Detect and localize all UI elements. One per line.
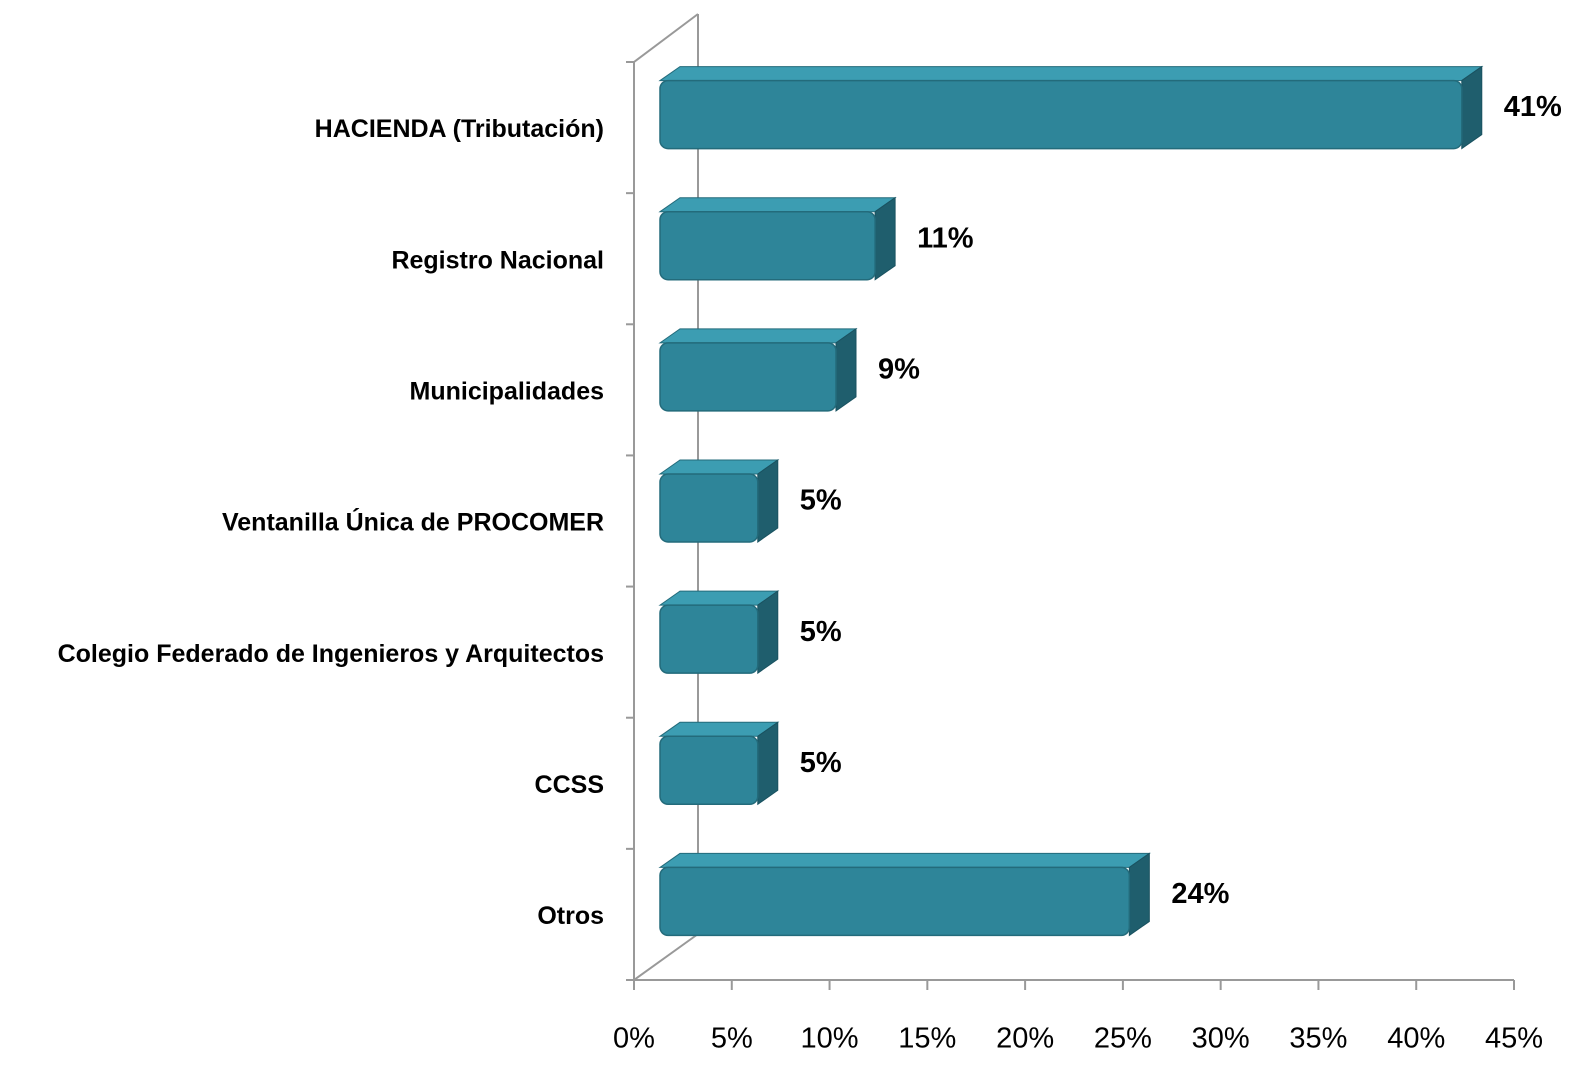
bar-top xyxy=(658,328,858,344)
depth-edge xyxy=(633,13,699,63)
y-tick-label: CCSS xyxy=(535,771,604,799)
x-tick-label: 35% xyxy=(1289,1023,1347,1055)
y-tick-label: Colegio Federado de Ingenieros y Arquite… xyxy=(58,640,604,668)
x-tick-label: 45% xyxy=(1485,1023,1543,1055)
bar-top xyxy=(658,197,897,213)
bar-side xyxy=(757,590,779,675)
bar-side xyxy=(757,459,779,543)
bar-side xyxy=(835,327,857,412)
x-tick-label: 0% xyxy=(613,1023,655,1055)
bar xyxy=(659,473,759,543)
x-tick-label: 5% xyxy=(711,1023,753,1055)
bar-top xyxy=(658,852,1151,868)
x-tick-label: 10% xyxy=(801,1023,859,1055)
y-tick-label: Registro Nacional xyxy=(391,246,604,274)
x-tick-label: 15% xyxy=(898,1023,956,1055)
bar-side xyxy=(1461,65,1483,150)
bar-side xyxy=(757,721,779,806)
value-label: 41% xyxy=(1504,91,1562,123)
bar-side xyxy=(1128,852,1150,937)
value-label: 5% xyxy=(800,616,842,648)
value-label: 5% xyxy=(800,747,842,779)
value-label: 24% xyxy=(1171,878,1229,910)
value-label: 11% xyxy=(917,222,974,254)
bar-side xyxy=(874,196,896,281)
bar xyxy=(659,866,1131,937)
bar xyxy=(659,342,837,412)
x-tick-label: 30% xyxy=(1192,1023,1250,1055)
y-tick-label: HACIENDA (Tributación) xyxy=(315,115,604,143)
bar xyxy=(659,735,759,806)
bar xyxy=(659,210,876,281)
y-tick-label: Municipalidades xyxy=(410,377,604,405)
bar xyxy=(659,79,1463,150)
bar xyxy=(659,604,759,674)
y-tick-label: Ventanilla Única de PROCOMER xyxy=(222,507,604,537)
value-label: 9% xyxy=(878,354,920,386)
x-tick-label: 40% xyxy=(1387,1023,1445,1055)
bar-top xyxy=(658,66,1484,82)
value-label: 5% xyxy=(800,485,842,517)
x-tick-label: 25% xyxy=(1094,1023,1152,1055)
x-tick-label: 20% xyxy=(996,1023,1054,1055)
depth-edge xyxy=(633,933,699,981)
y-tick-label: Otros xyxy=(537,902,604,930)
